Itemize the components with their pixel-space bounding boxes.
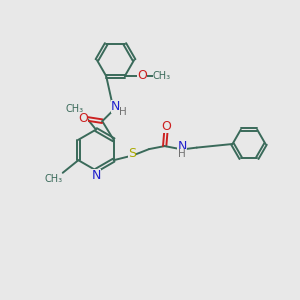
Text: O: O xyxy=(78,112,88,125)
Text: N: N xyxy=(177,140,187,153)
Text: O: O xyxy=(161,120,171,133)
Text: O: O xyxy=(137,69,147,82)
Text: H: H xyxy=(178,149,186,160)
Text: N: N xyxy=(91,169,101,182)
Text: S: S xyxy=(128,147,136,161)
Text: CH₃: CH₃ xyxy=(153,71,171,81)
Text: H: H xyxy=(119,107,127,117)
Text: N: N xyxy=(111,100,120,113)
Text: CH₃: CH₃ xyxy=(65,103,83,114)
Text: CH₃: CH₃ xyxy=(45,174,63,184)
